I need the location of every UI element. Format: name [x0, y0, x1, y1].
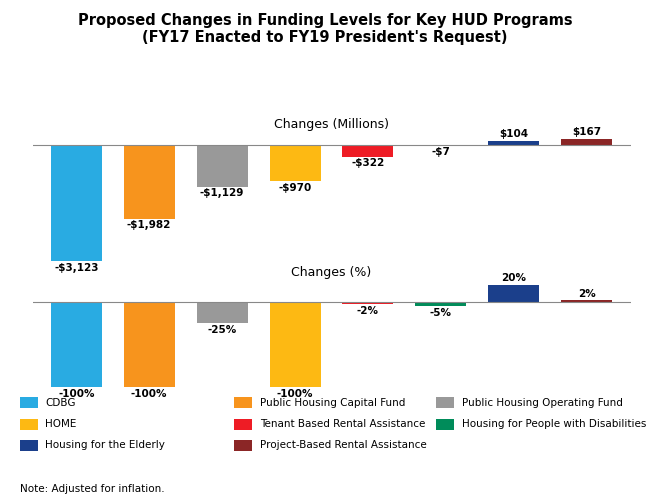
Text: 2%: 2% — [578, 289, 595, 298]
Text: Housing for the Elderly: Housing for the Elderly — [46, 440, 165, 450]
Text: Public Housing Operating Fund: Public Housing Operating Fund — [462, 398, 623, 407]
Bar — [270, 302, 320, 388]
Text: Proposed Changes in Funding Levels for Key HUD Programs
(FY17 Enacted to FY19 Pr: Proposed Changes in Funding Levels for K… — [78, 12, 572, 45]
Text: -100%: -100% — [58, 389, 94, 399]
Text: Tenant Based Rental Assistance: Tenant Based Rental Assistance — [260, 419, 425, 429]
Bar — [343, 302, 393, 304]
Text: -$7: -$7 — [432, 146, 450, 156]
Text: -5%: -5% — [430, 308, 452, 318]
Text: 20%: 20% — [501, 274, 526, 283]
Text: CDBG: CDBG — [46, 398, 76, 407]
Text: -100%: -100% — [131, 389, 168, 399]
Text: -$3,123: -$3,123 — [54, 263, 99, 273]
Bar — [196, 302, 248, 324]
Text: -100%: -100% — [277, 389, 313, 399]
Bar — [51, 145, 102, 262]
Text: -$322: -$322 — [352, 158, 385, 168]
Bar — [561, 300, 612, 302]
Text: Project-Based Rental Assistance: Project-Based Rental Assistance — [260, 440, 427, 450]
Text: -$1,982: -$1,982 — [127, 220, 172, 230]
Bar — [343, 145, 393, 157]
Bar — [488, 141, 540, 145]
Text: Note: Adjusted for inflation.: Note: Adjusted for inflation. — [20, 484, 164, 494]
Bar — [51, 302, 102, 388]
Title: Changes (%): Changes (%) — [291, 266, 372, 279]
Bar — [196, 145, 248, 187]
Text: -$1,129: -$1,129 — [200, 188, 244, 198]
Bar — [488, 285, 540, 302]
Bar — [415, 302, 467, 306]
Text: -25%: -25% — [207, 325, 237, 335]
Bar — [561, 138, 612, 145]
Text: Housing for People with Disabilities: Housing for People with Disabilities — [462, 419, 646, 429]
Text: -2%: -2% — [357, 306, 379, 316]
Text: HOME: HOME — [46, 419, 77, 429]
Bar — [124, 302, 175, 388]
Text: $167: $167 — [572, 127, 601, 137]
Bar — [124, 145, 175, 219]
Text: Public Housing Capital Fund: Public Housing Capital Fund — [260, 398, 406, 407]
Bar — [270, 145, 320, 181]
Text: -$970: -$970 — [278, 182, 311, 192]
Text: $104: $104 — [499, 130, 528, 140]
Title: Changes (Millions): Changes (Millions) — [274, 118, 389, 132]
